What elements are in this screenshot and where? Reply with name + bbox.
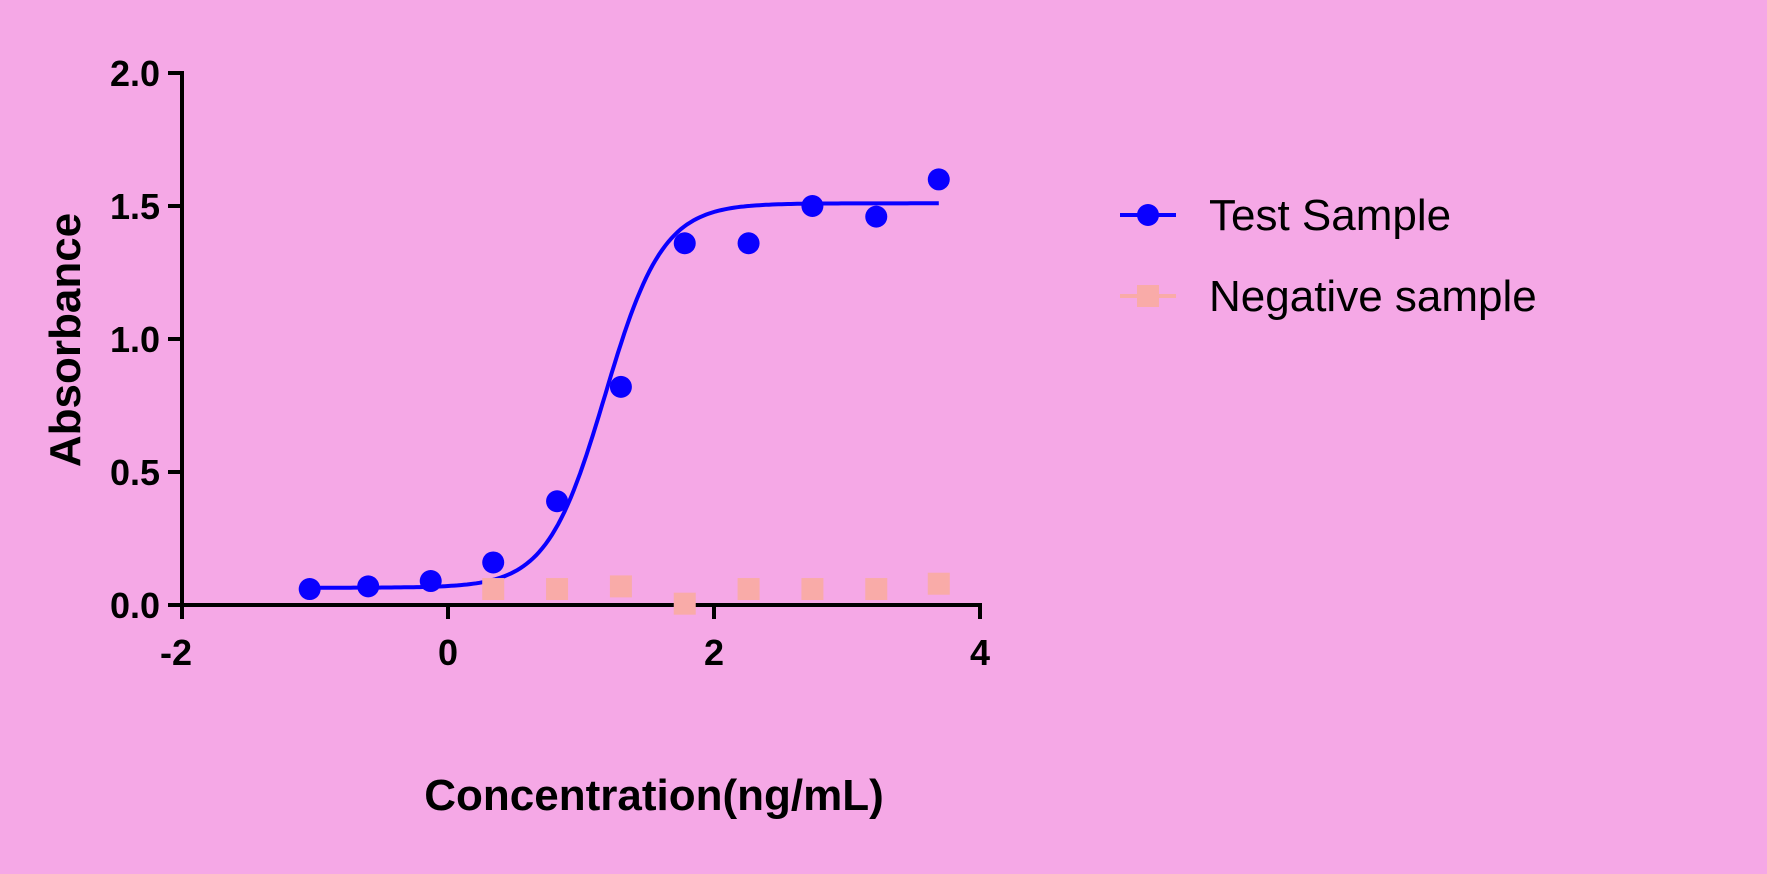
- x-tick-label: 0: [438, 632, 458, 673]
- legend-marker: [1137, 204, 1159, 226]
- negative-sample-point: [482, 578, 505, 601]
- legend-item-negative-sample: Negative sample: [1120, 272, 1537, 321]
- y-tick-label: 1.0: [110, 319, 160, 360]
- test-sample-point: [482, 551, 505, 574]
- x-axis-title: Concentration(ng/mL): [424, 771, 884, 820]
- negative-sample-point: [801, 578, 824, 601]
- test-sample-point: [801, 195, 824, 217]
- marks: [298, 168, 950, 615]
- negative-sample-point: [546, 578, 569, 601]
- x-tick-label: 2: [704, 632, 724, 673]
- test-sample-point: [609, 375, 632, 398]
- fit-layer: [309, 201, 939, 590]
- test-sample-point: [546, 490, 569, 513]
- test-sample-point: [298, 578, 321, 601]
- y-tick-label: 1.5: [110, 186, 160, 227]
- legend-marker: [1137, 285, 1159, 307]
- test-sample-point: [419, 570, 442, 593]
- negative-sample-point: [737, 578, 760, 601]
- test-sample-point: [737, 232, 760, 255]
- test-sample-point: [865, 205, 888, 228]
- x-tick-label: -2: [160, 632, 192, 673]
- negative-sample-point: [673, 592, 696, 615]
- negative-sample-point: [865, 578, 888, 601]
- test-sample-point: [927, 168, 950, 191]
- legend-item-test-sample: Test Sample: [1120, 191, 1451, 240]
- negative-sample-point: [609, 575, 632, 598]
- legend-label: Negative sample: [1209, 272, 1537, 321]
- legend: Test Sample Negative sample: [1120, 191, 1537, 321]
- y-axis-title: Absorbance: [41, 213, 90, 467]
- y-tick-label: 2.0: [110, 53, 160, 94]
- negative-sample-point: [927, 572, 950, 595]
- test-sample-point: [673, 232, 696, 255]
- y-tick-label: 0.5: [110, 452, 160, 493]
- legend-label: Test Sample: [1209, 191, 1451, 240]
- y-tick-label: 0.0: [110, 585, 160, 626]
- test-sample-point: [357, 575, 380, 598]
- axes: 0.0 0.5 1.0 1.5 2.0 -2 0 2 4: [110, 53, 990, 673]
- x-tick-label: 4: [970, 632, 990, 673]
- test-sample-fit-curve: [309, 201, 939, 590]
